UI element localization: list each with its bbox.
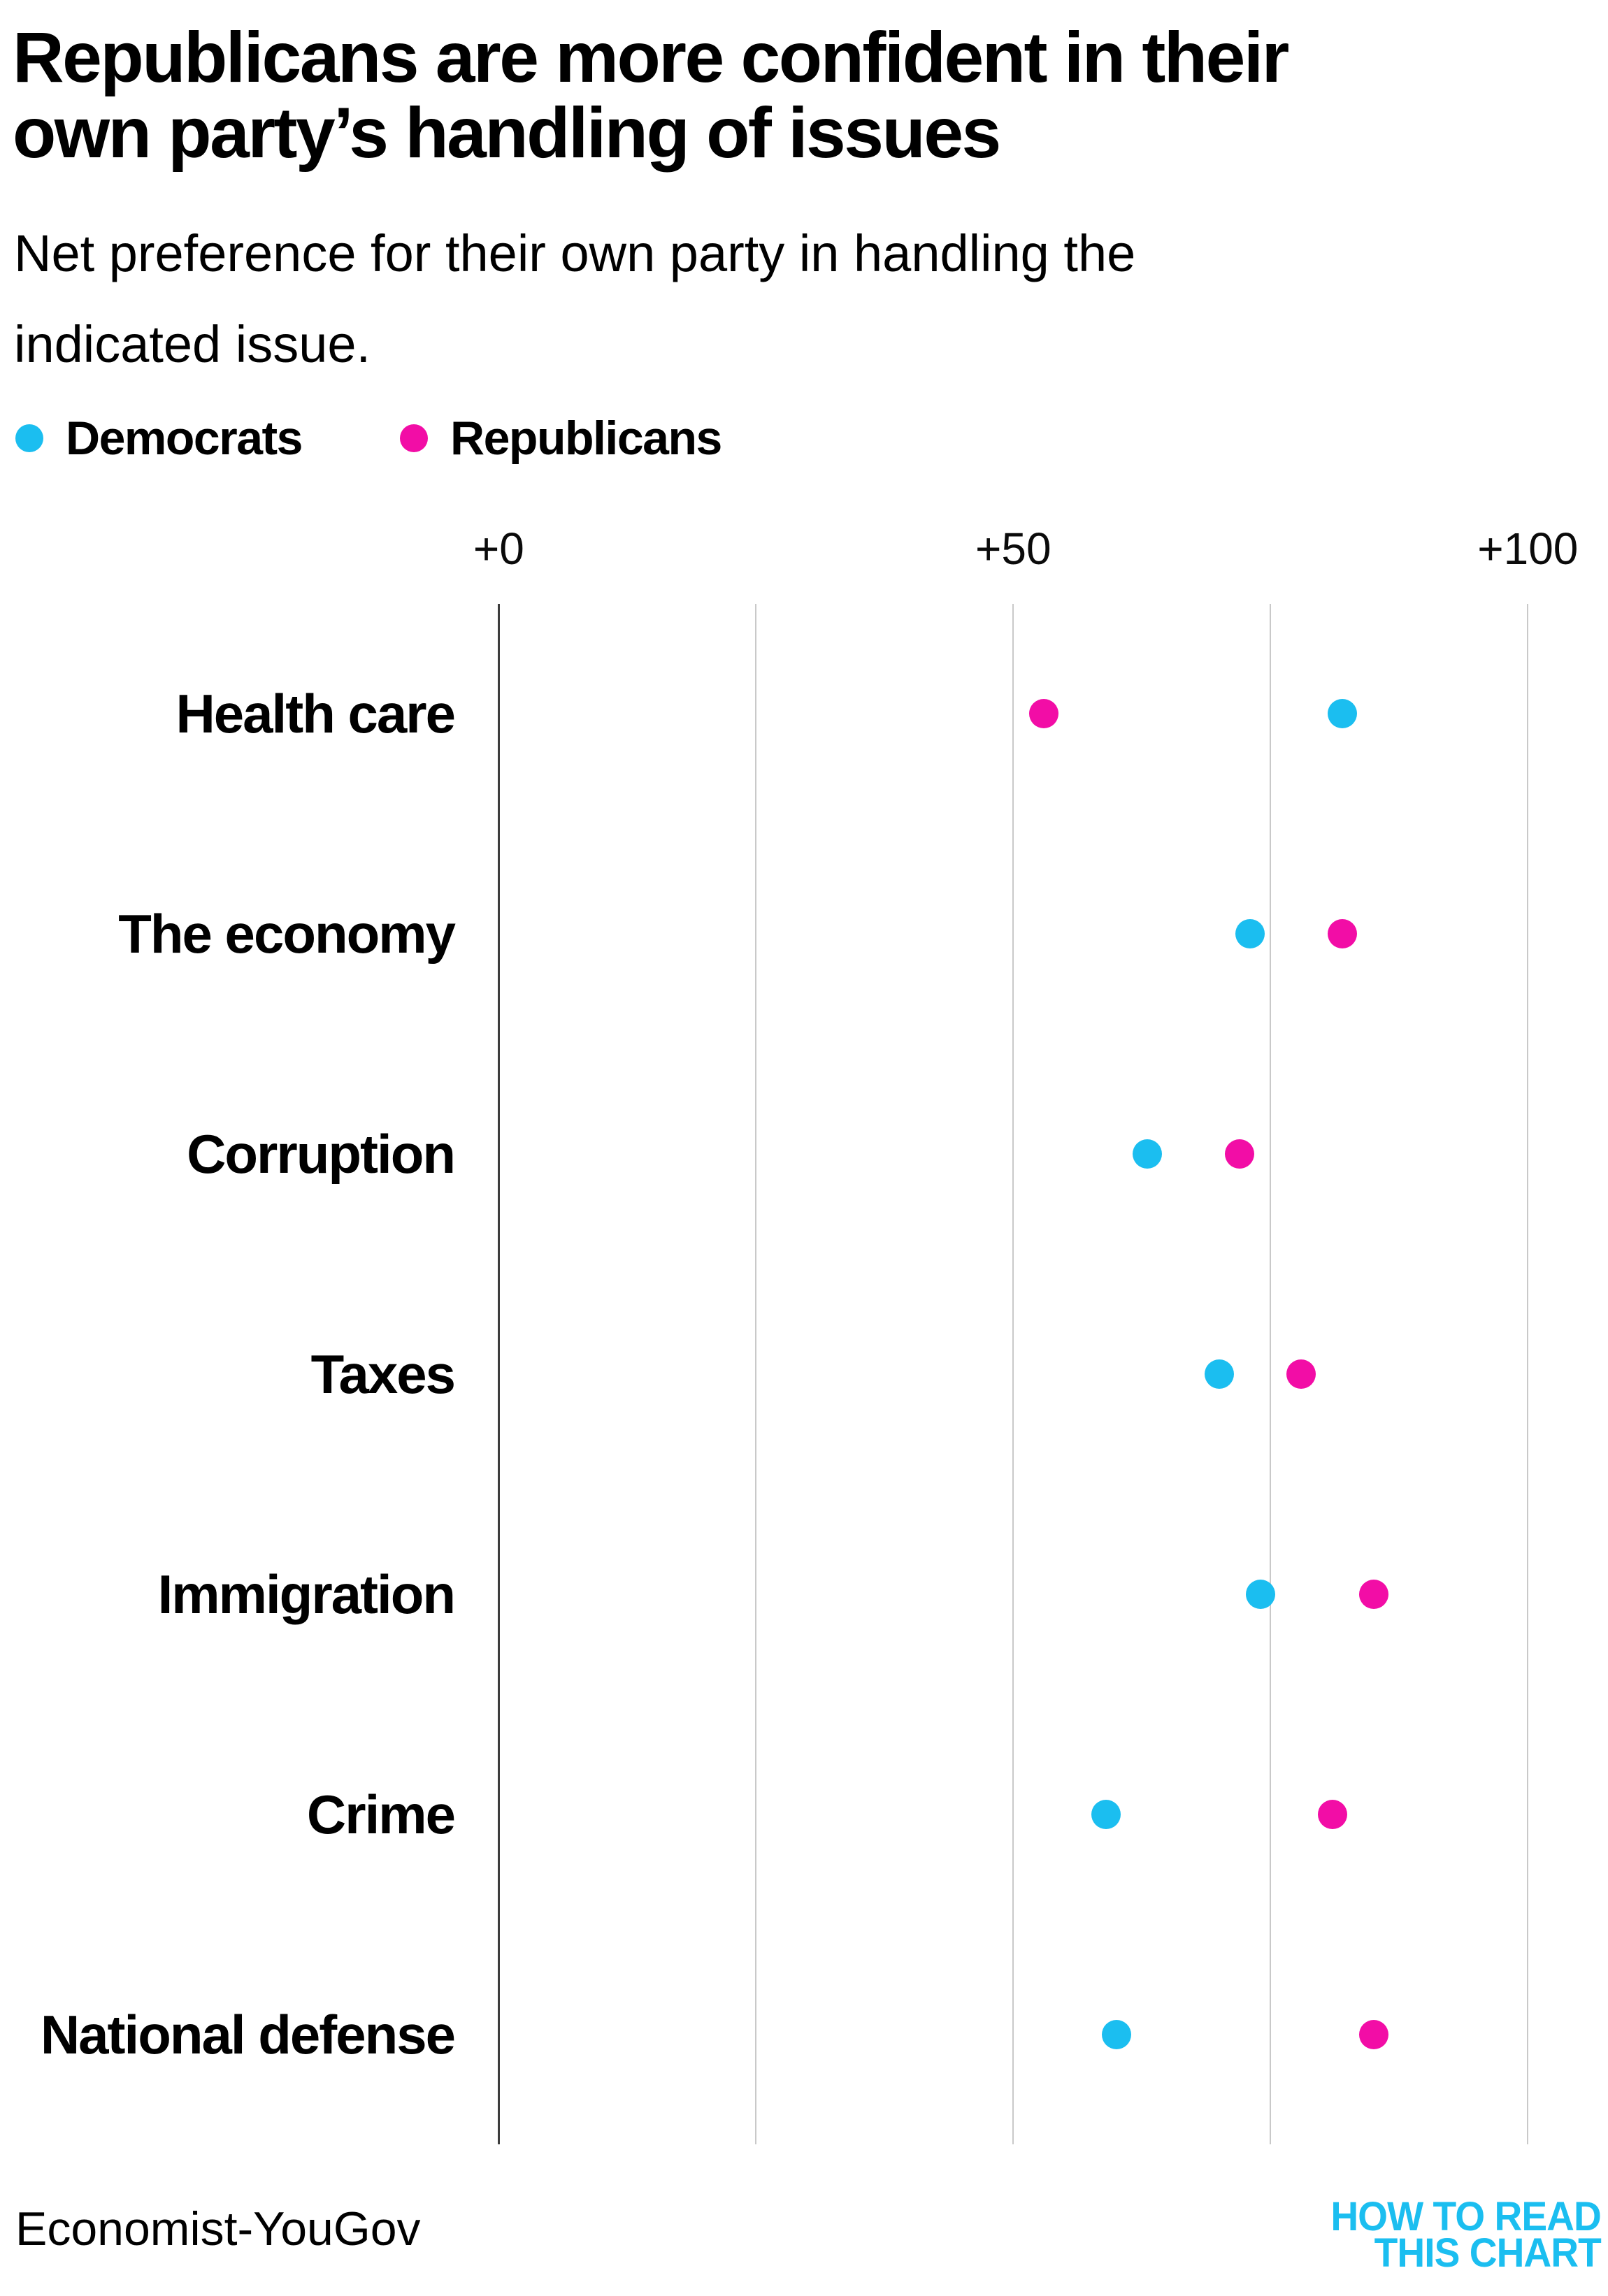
legend-item: Democrats — [15, 411, 303, 465]
x-tick-label: +0 — [473, 524, 524, 574]
data-point-democrats — [1235, 919, 1265, 949]
how-to-read-this-chart-logo: HOW TO READ THIS CHART — [1330, 2194, 1602, 2276]
legend: Democrats Republicans — [15, 411, 722, 465]
data-point-democrats — [1101, 2019, 1131, 2049]
data-point-democrats — [1328, 699, 1358, 729]
category-label: Crime — [306, 1783, 456, 1845]
gridline — [1527, 604, 1529, 2144]
data-point-democrats — [1091, 1799, 1121, 1829]
chart-subtitle: Net preference for their own party in ha… — [14, 224, 1136, 373]
category-label: Taxes — [310, 1343, 456, 1405]
data-point-democrats — [1132, 1139, 1162, 1169]
data-point-republicans — [1317, 1799, 1347, 1829]
category-label: Health care — [175, 683, 456, 745]
x-tick-label: +50 — [975, 524, 1051, 574]
data-point-republicans — [1029, 699, 1059, 729]
category-label: Corruption — [187, 1123, 456, 1185]
data-point-democrats — [1245, 1579, 1275, 1609]
logo-line-1: HOW TO READ — [1330, 2194, 1602, 2239]
axis-zero-line — [497, 604, 500, 2144]
data-point-republicans — [1225, 1139, 1255, 1169]
source-note: Economist-YouGov — [15, 2202, 421, 2255]
logo-line-2: THIS CHART — [1374, 2230, 1602, 2276]
gridline — [1012, 604, 1014, 2144]
data-point-republicans — [1358, 1579, 1388, 1609]
legend-dot-icon — [400, 424, 428, 452]
data-point-democrats — [1204, 1359, 1234, 1389]
legend-item: Republicans — [400, 411, 722, 465]
data-point-republicans — [1358, 2019, 1388, 2049]
legend-dot-icon — [15, 424, 43, 452]
legend-label: Democrats — [66, 412, 303, 465]
category-label: Immigration — [157, 1563, 456, 1625]
legend-label: Republicans — [450, 412, 722, 465]
gridline — [1270, 604, 1272, 2144]
data-point-republicans — [1328, 919, 1358, 949]
x-tick-label: +100 — [1477, 524, 1579, 574]
chart-title: Republicans are more confident in their … — [13, 17, 1289, 173]
category-label: National defense — [40, 2003, 456, 2065]
data-point-republicans — [1286, 1359, 1316, 1389]
gridline — [755, 604, 757, 2144]
category-label: The economy — [118, 903, 456, 965]
